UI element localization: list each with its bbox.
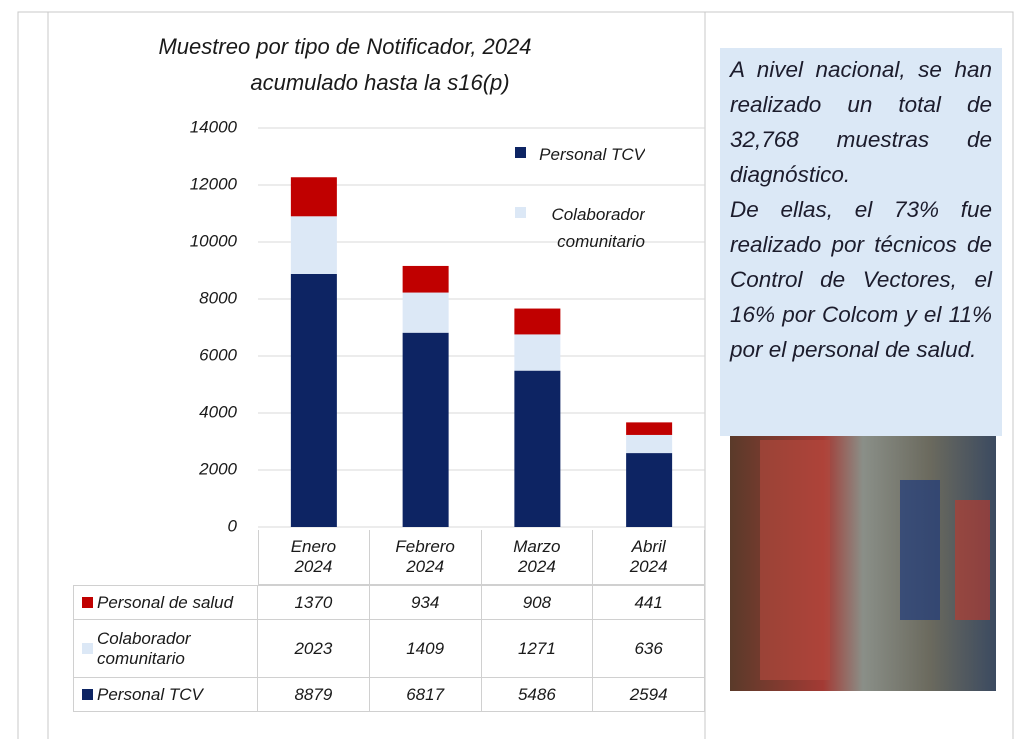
y-tick-label: 2000 — [198, 459, 237, 478]
y-tick-label: 8000 — [199, 288, 237, 307]
legend-label: Colaborador comunitario — [530, 201, 645, 255]
table-value: 908 — [482, 585, 594, 620]
table-series-label: Personal TCV — [73, 678, 258, 712]
y-tick-label: 12000 — [190, 174, 238, 193]
legend-swatch — [515, 147, 526, 158]
y-tick-label: 4000 — [199, 402, 237, 421]
series-name: Personal TCV — [97, 685, 203, 705]
page: Muestreo por tipo de Notificador, 2024 a… — [0, 0, 1031, 739]
y-tick-label: 10000 — [190, 231, 238, 250]
bar-segment — [626, 422, 672, 435]
side-paragraph: De ellas, el 73% fue realizado por técni… — [730, 192, 992, 367]
bar-segment — [403, 266, 449, 293]
legend-item: Personal TCV — [530, 141, 645, 201]
bar-segment — [291, 274, 337, 527]
side-paragraph: A nivel nacional, se han realizado un to… — [730, 52, 992, 192]
bar-segment — [291, 177, 337, 216]
table-category: Enero 2024 — [258, 530, 370, 585]
category-label: Abril 2024 — [611, 537, 686, 577]
legend-label: Personal TCV — [530, 141, 645, 168]
table-category: Marzo 2024 — [482, 530, 594, 585]
chart-title: Muestreo por tipo de Notificador, 2024 — [158, 34, 531, 59]
y-tick-label: 6000 — [199, 345, 237, 364]
bar-segment — [514, 309, 560, 335]
table-value: 8879 — [258, 678, 370, 712]
table-value: 441 — [593, 585, 705, 620]
series-name: Personal de salud — [97, 593, 233, 613]
table-series-label: Personal de salud — [73, 585, 258, 620]
bar-segment — [626, 435, 672, 453]
table-value: 6817 — [370, 678, 482, 712]
chart-subtitle: acumulado hasta la s16(p) — [250, 70, 509, 95]
photo — [730, 433, 996, 691]
table-value: 636 — [593, 620, 705, 678]
bar-segment — [291, 216, 337, 274]
table-category: Febrero 2024 — [370, 530, 482, 585]
category-label: Marzo 2024 — [499, 537, 574, 577]
table-value: 2023 — [258, 620, 370, 678]
category-label: Enero 2024 — [276, 537, 351, 577]
legend-swatch — [82, 597, 93, 608]
legend-swatch — [82, 643, 93, 654]
bar-segment — [514, 371, 560, 527]
table-value: 1370 — [258, 585, 370, 620]
table-value: 2594 — [593, 678, 705, 712]
category-label: Febrero 2024 — [388, 537, 463, 577]
table-series-label: Colaborador comunitario — [73, 620, 258, 678]
table-value: 5486 — [482, 678, 594, 712]
table-category: Abril 2024 — [593, 530, 705, 585]
table-value: 934 — [370, 585, 482, 620]
bar-segment — [403, 293, 449, 333]
side-text: A nivel nacional, se han realizado un to… — [720, 48, 1002, 436]
legend-swatch — [82, 689, 93, 700]
legend-item: Colaborador comunitario — [530, 201, 645, 261]
series-name: Colaborador comunitario — [97, 629, 257, 669]
table-value: 1271 — [482, 620, 594, 678]
bar-segment — [514, 334, 560, 370]
y-tick-label: 14000 — [190, 117, 238, 136]
y-tick-label: 0 — [228, 516, 238, 535]
bar-segment — [403, 333, 449, 527]
table-value: 1409 — [370, 620, 482, 678]
legend-swatch — [515, 207, 526, 218]
bar-segment — [626, 453, 672, 527]
